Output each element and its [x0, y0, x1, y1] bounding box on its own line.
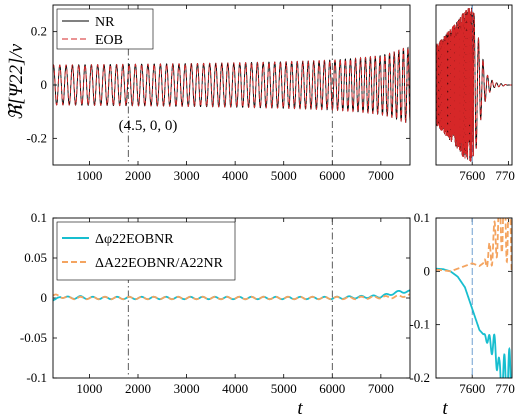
- y-tick-label: -0.1: [26, 370, 47, 385]
- x-tick-label: 6000: [319, 381, 345, 396]
- parameter-annotation: (4.5, 0, 0): [119, 118, 178, 134]
- x-tick-label: 1000: [76, 168, 102, 183]
- y-tick-label: -0.1: [409, 317, 430, 332]
- legend-box: [56, 8, 154, 50]
- panel-bottom-right: 7600 7700 -0.2 -0.1 0 0.1: [409, 210, 515, 396]
- x-tick-label: 3000: [174, 381, 200, 396]
- panel-bottom-left: 1000 2000 3000 4000 5000 6000 7000 -0.1 -0.05 0 0.…: [20, 210, 411, 396]
- x-tick-label: 3000: [174, 168, 200, 183]
- y-tick-label: 0.2: [31, 24, 47, 39]
- legend-label: ΔA22EOBNR/A22NR: [95, 256, 224, 271]
- x-tick-label: 7700: [495, 381, 515, 396]
- x-tick-label: 7600: [459, 381, 485, 396]
- plot-area: [53, 218, 410, 378]
- y-tick-label: 0: [424, 263, 431, 278]
- plot-area: [436, 218, 512, 378]
- axes-frame: [52, 217, 411, 379]
- legend: Δφ22EOBNR ΔA22EOBNR/A22NR: [56, 221, 236, 281]
- y-tick-label: -0.2: [409, 370, 430, 385]
- panel-top-left: 1000 2000 3000 4000 5000 6000 7000 -0.2 0 0.2 NR EO…: [26, 4, 411, 183]
- x-tick-label: 5000: [271, 381, 297, 396]
- x-tick-label: 4000: [222, 168, 248, 183]
- series-secondary-line: [436, 7, 512, 162]
- y-tick-label: 0.1: [414, 210, 430, 225]
- x-tick-label: 1000: [76, 381, 102, 396]
- x-tick-label: 7600: [459, 168, 485, 183]
- x-axis-label-left: t: [297, 398, 303, 419]
- legend-label: Δφ22EOBNR: [95, 232, 174, 247]
- legend: NR EOB: [56, 8, 154, 50]
- y-axis-label: ℜ[Ψ22]/ν: [6, 43, 27, 120]
- x-axis-label-right: t: [442, 398, 448, 419]
- y-tick-label: -0.05: [20, 330, 47, 345]
- legend-box: [56, 221, 236, 281]
- axes-frame: [52, 4, 411, 166]
- x-tick-label: 7000: [368, 381, 394, 396]
- x-tick-label: 5000: [271, 168, 297, 183]
- series-secondary-line: [53, 46, 410, 123]
- legend-label: NR: [95, 15, 115, 30]
- panel-top-right: 7600 7700: [435, 4, 515, 183]
- x-tick-label: 7700: [495, 168, 515, 183]
- series-secondary-line: [53, 293, 410, 301]
- x-tick-label: 4000: [222, 381, 248, 396]
- y-tick-label: 0.1: [31, 210, 47, 225]
- x-tick-label: 2000: [125, 168, 151, 183]
- x-tick-label: 6000: [319, 168, 345, 183]
- series-secondary-line: [436, 218, 512, 274]
- plot-area: [436, 5, 512, 165]
- axes-frame: [435, 4, 513, 166]
- y-tick-label: -0.2: [26, 130, 47, 145]
- y-tick-label: 0: [41, 77, 48, 92]
- plot-area: [53, 5, 410, 165]
- x-tick-label: 7000: [368, 168, 394, 183]
- axes-frame: [435, 217, 513, 379]
- x-tick-label: 2000: [125, 381, 151, 396]
- y-tick-label: 0: [41, 290, 48, 305]
- y-tick-label: 0.05: [24, 250, 47, 265]
- legend-label: EOB: [95, 33, 123, 48]
